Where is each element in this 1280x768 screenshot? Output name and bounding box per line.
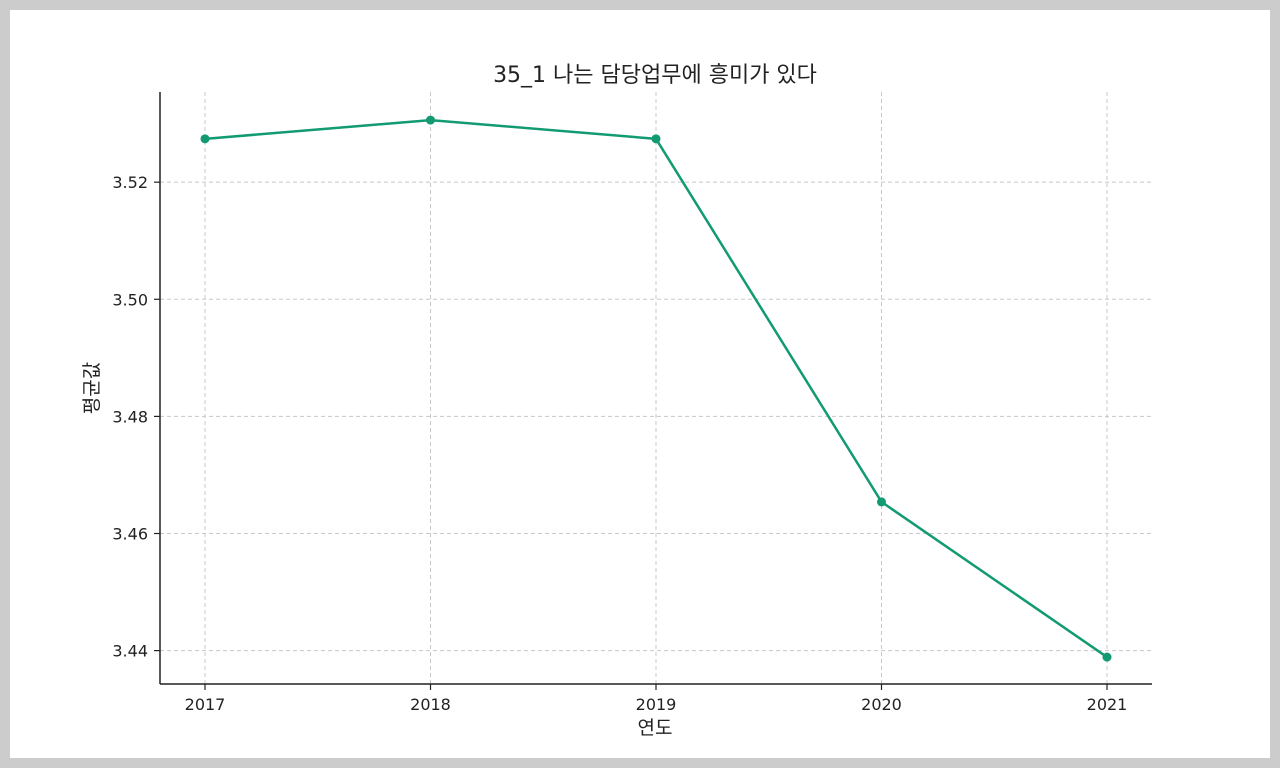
- y-tick-label: 3.52: [112, 173, 148, 192]
- x-axis-label: 연도: [638, 717, 673, 739]
- chart-title: 35_1 나는 담당업무에 흥미가 있다: [493, 63, 817, 88]
- y-tick-label: 3.50: [112, 290, 148, 309]
- y-axis-label: 평균값: [81, 362, 103, 414]
- x-tick-label: 2017: [185, 695, 226, 714]
- data-point: [426, 115, 435, 125]
- x-tick-label: 2018: [410, 695, 451, 714]
- chart-frame: 2017 2018 2019 2020 2021 3.44 3.46 3.48 3.50 3.52…: [10, 10, 1270, 758]
- x-tick-label: 2021: [1087, 695, 1128, 714]
- data-point: [1102, 652, 1112, 662]
- ticks: 2017 2018 2019 2020 2021 3.44 3.46 3.48 3.50 3.52: [112, 173, 1127, 714]
- y-tick-label: 3.48: [112, 407, 148, 426]
- y-tick-label: 3.46: [112, 525, 148, 544]
- grid: [160, 92, 1152, 684]
- data-point: [651, 134, 661, 144]
- x-tick-label: 2020: [861, 695, 902, 714]
- data-point: [200, 134, 210, 144]
- series: [200, 115, 1112, 662]
- line-chart: 2017 2018 2019 2020 2021 3.44 3.46 3.48 3.50 3.52…: [81, 63, 1152, 739]
- data-point: [877, 497, 886, 507]
- y-tick-label: 3.44: [112, 642, 148, 661]
- x-tick-label: 2019: [636, 695, 677, 714]
